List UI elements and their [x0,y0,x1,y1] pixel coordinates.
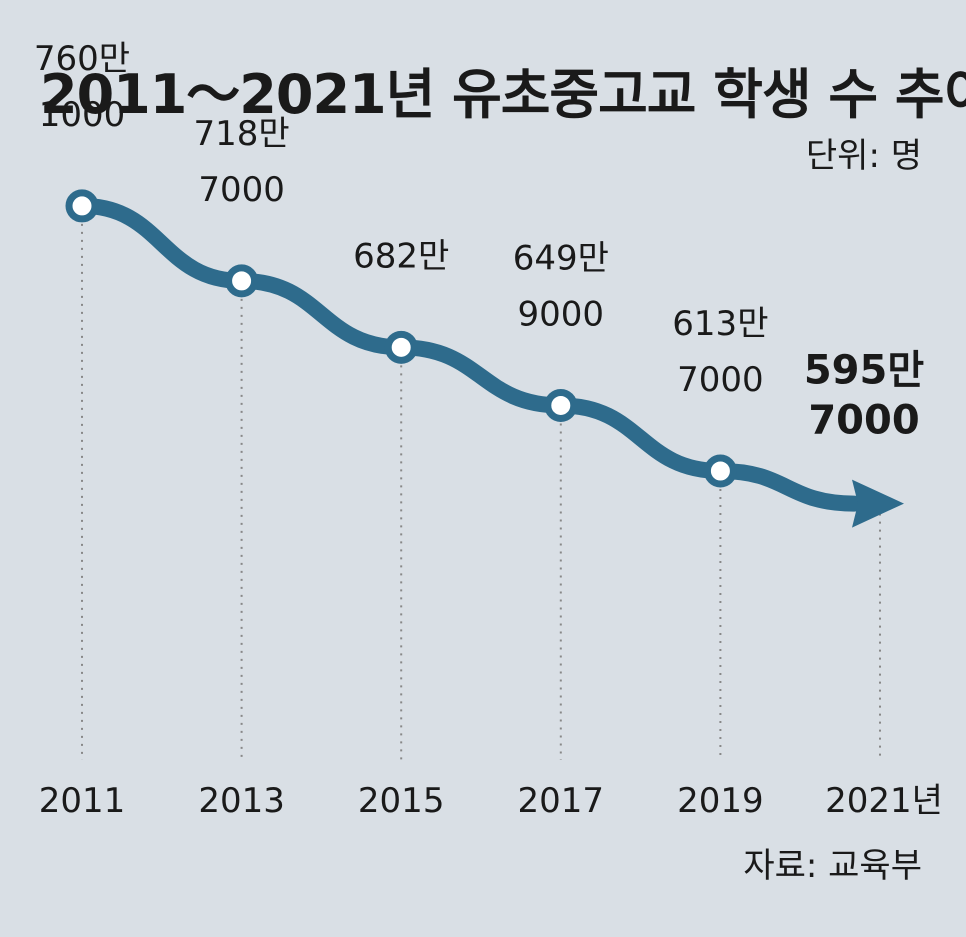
data-label-2017-1: 649만 [513,238,609,278]
data-label-2021년-2: 7000 [808,398,919,444]
data-label-2015-1: 682만 [353,236,449,276]
x-tick-label-2021년: 2021년 [825,781,943,821]
series-line [74,197,862,512]
x-tick-label-2011: 2011 [39,781,126,821]
x-tick-label-2017: 2017 [518,781,605,821]
data-label-2013-2: 7000 [198,170,285,210]
data-point-2015 [384,330,418,364]
data-point-2013 [225,264,259,298]
x-tick-label-2015: 2015 [358,781,445,821]
x-tick-label-2019: 2019 [677,781,764,821]
data-label-2013-1: 718만 [194,114,290,154]
x-tick-label-2013: 2013 [198,781,285,821]
data-label-2019-1: 613만 [672,304,768,344]
chart-title: 2011～2021년 유초중고교 학생 수 추이 [40,63,966,126]
data-label-2011-1: 760만 [34,39,130,79]
series-arrow [852,479,904,528]
source-label: 자료: 교육부 [743,846,922,886]
data-label-2011-2: 1000 [39,95,126,135]
data-point-2011 [65,189,99,223]
data-label-2021년-1: 595만 [804,348,924,394]
data-label-2019-2: 7000 [677,360,764,400]
unit-label: 단위: 명 [805,136,922,176]
data-point-2017 [544,388,578,422]
data-point-2019 [703,454,737,488]
data-label-2017-2: 9000 [518,294,605,334]
